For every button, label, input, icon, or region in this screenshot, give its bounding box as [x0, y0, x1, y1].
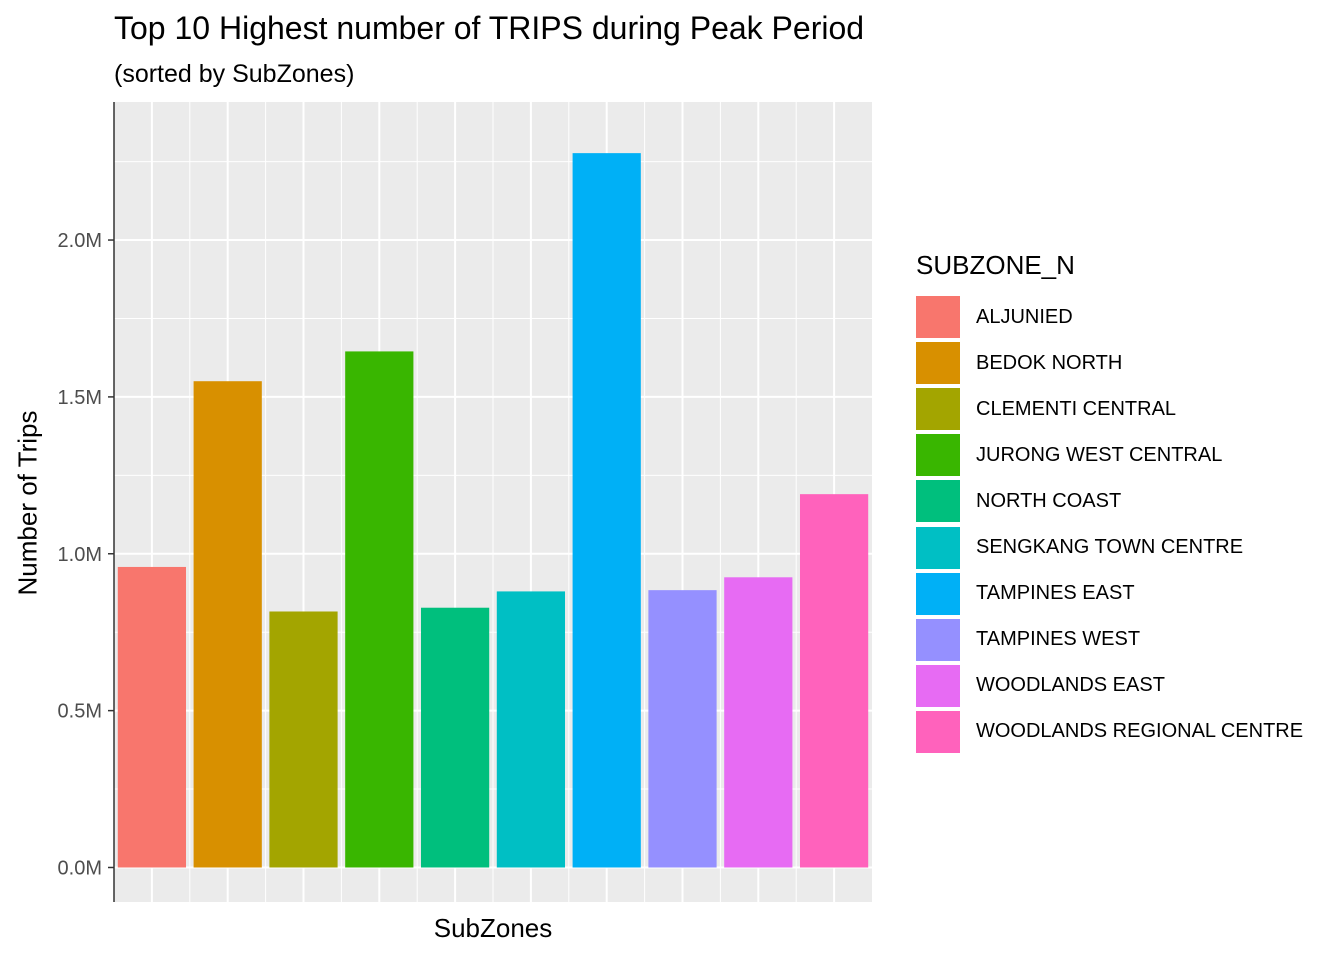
bar-aljunied [117, 566, 187, 868]
bar-sengkang-town-centre [496, 591, 566, 868]
bar-woodlands-regional-centre [799, 494, 869, 868]
bar-bedok-north [193, 381, 262, 868]
legend-label: CLEMENTI CENTRAL [976, 397, 1177, 420]
legend-label: TAMPINES EAST [976, 582, 1135, 605]
y-tick-label: 2.0M [58, 230, 102, 252]
legend-label: ALJUNIED [976, 305, 1073, 328]
legend-label: BEDOK NORTH [976, 351, 1123, 374]
y-axis-label: Number of Trips [12, 410, 43, 596]
legend-label: TAMPINES WEST [976, 628, 1141, 651]
y-tick-label: 0.0M [58, 857, 102, 879]
legend-key [916, 480, 960, 523]
legend-item: CLEMENTI CENTRAL [916, 386, 1303, 432]
legend-label: WOODLANDS EAST [976, 674, 1165, 697]
bar-tampines-east [572, 153, 641, 868]
bar-tampines-west [648, 590, 717, 868]
legend-key [916, 710, 960, 753]
bar-north-coast [420, 607, 490, 868]
legend-key [916, 664, 960, 707]
legend-item: WOODLANDS REGIONAL CENTRE [916, 709, 1303, 755]
legend-item: SENGKANG TOWN CENTRE [916, 524, 1303, 570]
legend: SUBZONE_N ALJUNIED BEDOK NORTH CLEMENTI CE… [916, 250, 1303, 755]
legend-item: TAMPINES WEST [916, 617, 1303, 663]
legend-key [916, 434, 960, 477]
legend-item: JURONG WEST CENTRAL [916, 432, 1303, 478]
legend-item: NORTH COAST [916, 478, 1303, 524]
legend-label: NORTH COAST [976, 489, 1122, 512]
legend-key [916, 388, 960, 431]
legend-label: WOODLANDS REGIONAL CENTRE [976, 720, 1304, 743]
legend-label: SENGKANG TOWN CENTRE [976, 536, 1244, 559]
bar-clementi-central [269, 611, 338, 868]
legend-item: BEDOK NORTH [916, 340, 1303, 386]
legend-item: TAMPINES EAST [916, 571, 1303, 617]
y-tick-label: 1.5M [58, 387, 102, 409]
chart-title: Top 10 Highest number of TRIPS during Pe… [114, 10, 865, 46]
legend-item: ALJUNIED [916, 294, 1303, 340]
legend-item: WOODLANDS EAST [916, 663, 1303, 709]
y-tick-label: 1.0M [58, 544, 102, 566]
legend-key [916, 342, 960, 385]
bar-woodlands-east [724, 577, 793, 868]
legend-title: SUBZONE_N [916, 250, 1075, 280]
legend-label: JURONG WEST CENTRAL [976, 443, 1223, 466]
bar-jurong-west-central [345, 351, 414, 868]
legend-key [916, 296, 960, 339]
chart-subtitle: (sorted by SubZones) [114, 60, 355, 88]
y-tick-label: 0.5M [58, 701, 102, 723]
legend-key [916, 526, 960, 569]
legend-key [916, 618, 960, 661]
legend-key [916, 572, 960, 615]
x-axis-label: SubZones [433, 913, 553, 943]
